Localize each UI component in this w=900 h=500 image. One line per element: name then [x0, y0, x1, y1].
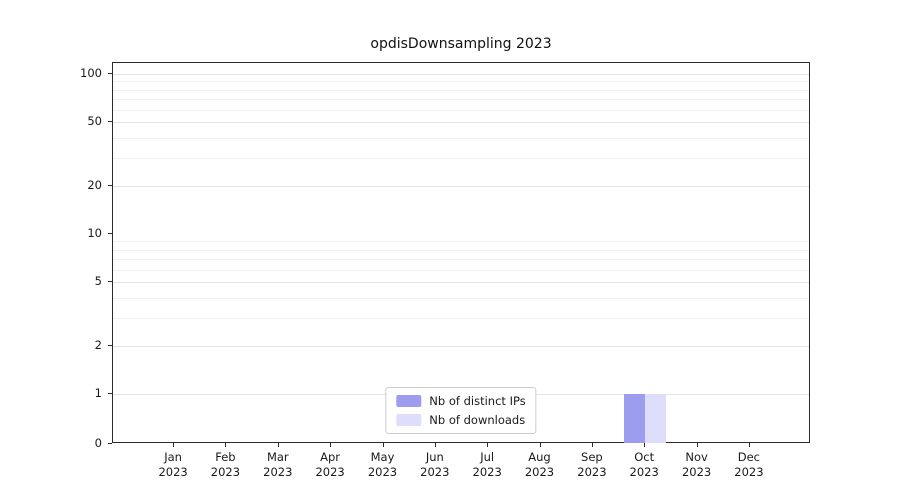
- x-tick-label: Dec 2023: [734, 450, 764, 479]
- x-tick-mark: [539, 443, 541, 447]
- gridline: [113, 345, 809, 347]
- gridline: [113, 122, 809, 124]
- y-tick-label: 0: [94, 436, 102, 450]
- y-tick-mark: [108, 184, 112, 186]
- x-tick-mark: [382, 443, 384, 447]
- y-tick-label: 50: [87, 114, 102, 129]
- x-tick-label: Jan 2023: [158, 450, 188, 479]
- gridline: [113, 109, 809, 111]
- x-tick-mark: [644, 443, 646, 447]
- x-tick-mark: [696, 443, 698, 447]
- legend-label-distinct-ips: Nb of distinct IPs: [429, 394, 526, 408]
- gridline: [113, 157, 809, 159]
- x-tick-mark: [277, 443, 279, 447]
- legend-label-downloads: Nb of downloads: [429, 413, 526, 427]
- x-tick-label: Nov 2023: [681, 450, 712, 479]
- y-tick-mark: [108, 233, 112, 234]
- chart-title: opdisDownsampling 2023: [370, 36, 552, 52]
- legend-item-distinct-ips: Nb of distinct IPs: [396, 394, 526, 408]
- x-tick-label: Jun 2023: [420, 450, 450, 479]
- y-tick-mark: [108, 393, 112, 394]
- legend-swatch-distinct-ips: [396, 395, 422, 407]
- y-tick-label: 1: [94, 386, 102, 400]
- x-tick-label: Oct 2023: [629, 450, 659, 479]
- gridline: [113, 81, 809, 83]
- y-tick-mark: [108, 73, 112, 74]
- gridline: [113, 89, 809, 91]
- gridline: [113, 185, 809, 187]
- legend: Nb of distinct IPs Nb of downloads: [385, 387, 537, 434]
- x-tick-label: Feb 2023: [210, 450, 241, 479]
- legend-swatch-downloads: [396, 414, 422, 426]
- x-tick-mark: [748, 443, 750, 447]
- y-tick-label: 20: [87, 177, 102, 192]
- gridline: [113, 137, 809, 139]
- x-tick-label: Aug 2023: [524, 450, 555, 479]
- x-tick-mark: [225, 443, 227, 447]
- x-tick-label: May 2023: [367, 450, 398, 479]
- bar-downloads: [645, 394, 667, 443]
- x-tick-mark: [591, 443, 593, 447]
- x-tick-label: Mar 2023: [263, 450, 293, 479]
- y-tick-mark: [108, 443, 112, 444]
- gridline: [113, 74, 809, 75]
- y-tick-mark: [108, 344, 112, 346]
- y-tick-mark: [108, 121, 112, 123]
- legend-item-downloads: Nb of downloads: [396, 413, 525, 427]
- x-tick-label: Jul 2023: [472, 450, 502, 479]
- gridline: [113, 258, 809, 260]
- x-tick-label: Apr 2023: [315, 450, 345, 479]
- x-tick-mark: [173, 443, 175, 447]
- gridline: [113, 297, 809, 299]
- y-tick-label: 5: [94, 274, 102, 289]
- bar-distinct-ips: [624, 394, 646, 443]
- x-tick-label: Sep 2023: [577, 450, 607, 479]
- x-tick-mark: [434, 443, 436, 447]
- gridline: [113, 241, 809, 243]
- gridline: [113, 282, 809, 284]
- y-tick-label: 2: [94, 337, 102, 352]
- gridline: [113, 269, 809, 271]
- x-tick-mark: [487, 443, 489, 447]
- y-tick-label: 10: [87, 226, 102, 240]
- plot-area: Nb of distinct IPs Nb of downloads: [112, 62, 810, 443]
- x-tick-mark: [330, 443, 332, 447]
- gridline: [113, 249, 809, 251]
- y-tick-label: 100: [80, 66, 102, 80]
- gridline: [113, 317, 809, 319]
- gridline: [113, 98, 809, 100]
- y-tick-mark: [108, 281, 112, 283]
